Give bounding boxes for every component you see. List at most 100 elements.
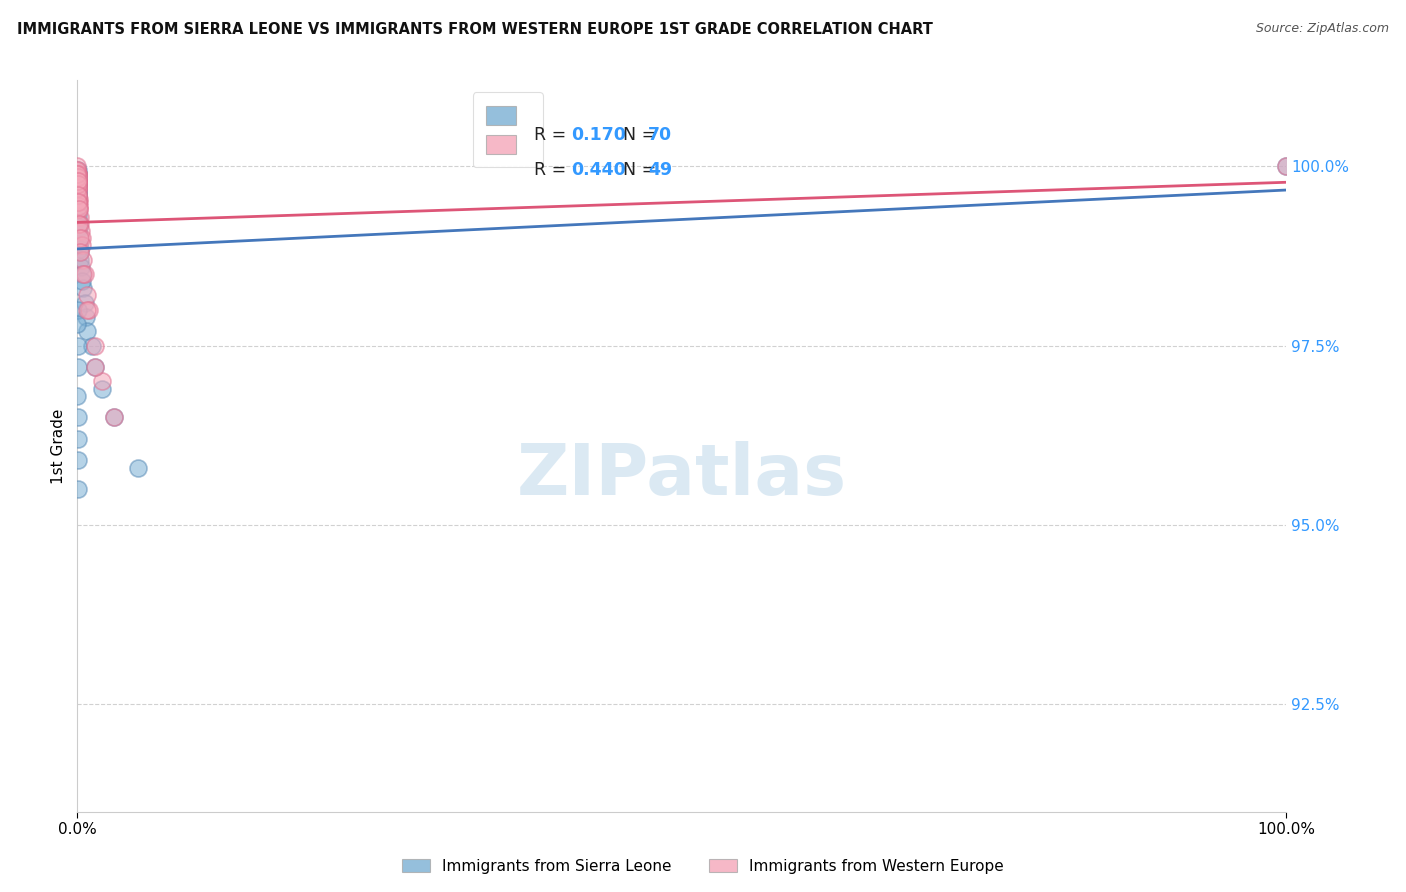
Point (73, 295, 96, 310)
Point (66, 206, 89, 220)
Point (66, 167, 89, 181)
Point (79, 302, 101, 317)
Point (70, 238, 93, 252)
Point (66, 178, 89, 192)
Point (66, 206, 89, 220)
Text: R =: R = (534, 126, 572, 145)
Point (66, 195, 89, 210)
Point (72, 267, 94, 281)
Point (66, 167, 89, 181)
Point (67, 202, 90, 217)
Point (66, 199, 89, 213)
Point (66, 170, 89, 185)
Point (66, 174, 89, 188)
Point (66, 181, 89, 195)
Point (76, 324, 98, 338)
Legend: Immigrants from Sierra Leone, Immigrants from Western Europe: Immigrants from Sierra Leone, Immigrants… (396, 853, 1010, 880)
Point (66, 338, 89, 352)
Point (70, 267, 93, 281)
Point (90, 382, 112, 396)
Point (66, 167, 89, 181)
Point (66, 174, 89, 188)
Point (84, 360, 107, 375)
Point (66, 188, 89, 202)
Text: Source: ZipAtlas.com: Source: ZipAtlas.com (1256, 22, 1389, 36)
Point (66, 170, 89, 185)
Point (90, 375, 112, 389)
Text: ZIPatlas: ZIPatlas (517, 441, 846, 509)
Point (66, 167, 89, 181)
Point (66, 202, 89, 217)
Point (67, 195, 90, 210)
Point (66, 170, 89, 185)
Point (66, 185, 89, 199)
Point (66, 188, 89, 202)
Point (75, 310, 97, 324)
Point (66, 178, 89, 192)
Text: N =: N = (612, 126, 662, 145)
Point (67, 238, 90, 252)
Text: IMMIGRANTS FROM SIERRA LEONE VS IMMIGRANTS FROM WESTERN EUROPE 1ST GRADE CORRELA: IMMIGRANTS FROM SIERRA LEONE VS IMMIGRAN… (17, 22, 932, 37)
Point (103, 410, 125, 425)
Point (66, 360, 89, 375)
Point (70, 274, 93, 288)
Y-axis label: 1st Grade: 1st Grade (51, 409, 66, 483)
Point (84, 338, 107, 352)
Legend: , : , (472, 92, 543, 168)
Point (66, 162, 89, 177)
Point (66, 410, 89, 425)
Point (66, 188, 89, 202)
Point (66, 174, 89, 188)
Point (66, 170, 89, 185)
Point (69, 231, 91, 245)
Point (67, 220, 90, 235)
Point (67, 231, 90, 245)
Point (1275, 159, 1298, 173)
Text: 49: 49 (648, 161, 672, 178)
Point (66, 167, 89, 181)
Point (67, 217, 90, 231)
Point (72, 281, 94, 295)
Point (67, 192, 90, 206)
Point (66, 174, 89, 188)
Point (66, 181, 89, 195)
Point (66, 170, 89, 185)
Point (66, 181, 89, 195)
Point (66, 162, 89, 177)
Point (66, 167, 89, 181)
Point (66, 199, 89, 213)
Point (66, 181, 89, 195)
Point (70, 260, 93, 274)
Point (66, 217, 89, 231)
Point (66, 167, 89, 181)
Point (66, 188, 89, 202)
Point (66, 389, 89, 403)
Point (66, 213, 89, 227)
Point (67, 199, 90, 213)
Point (67, 195, 90, 210)
Point (66, 199, 89, 213)
Point (67, 202, 90, 217)
Point (70, 231, 93, 245)
Point (66, 195, 89, 210)
Point (103, 410, 125, 425)
Point (69, 252, 91, 267)
Text: 0.440: 0.440 (571, 161, 626, 178)
Point (66, 181, 89, 195)
Point (66, 167, 89, 181)
Point (66, 174, 89, 188)
Point (76, 288, 98, 302)
Point (66, 210, 89, 224)
Text: N =: N = (612, 161, 662, 178)
Point (66, 181, 89, 195)
Point (66, 192, 89, 206)
Point (69, 242, 91, 256)
Point (76, 302, 98, 317)
Point (66, 174, 89, 188)
Point (66, 302, 89, 317)
Text: 0.170: 0.170 (571, 126, 626, 145)
Point (84, 360, 107, 375)
Point (127, 460, 149, 475)
Point (69, 245, 91, 260)
Point (66, 159, 89, 173)
